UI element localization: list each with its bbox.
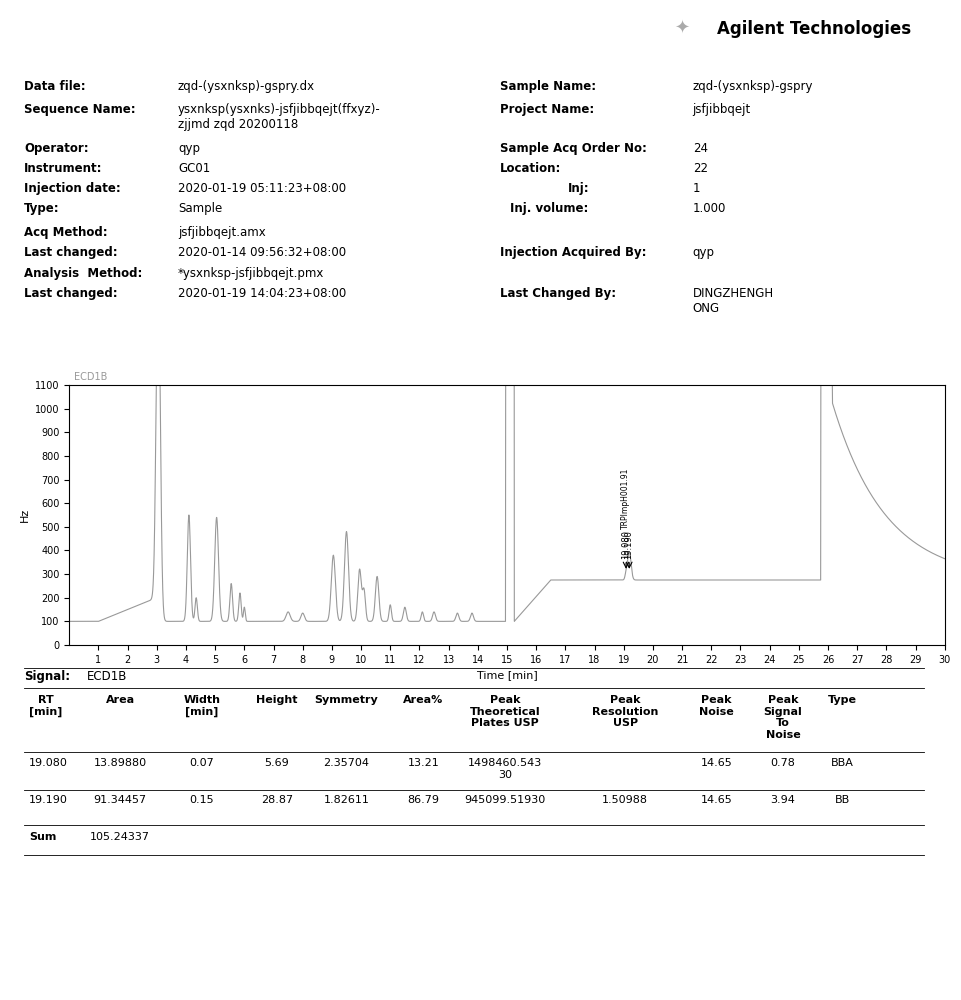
Text: GC01: GC01 [178, 162, 210, 175]
Text: 0.15: 0.15 [189, 795, 214, 805]
Text: zqd-(ysxnksp)-gspry: zqd-(ysxnksp)-gspry [692, 80, 812, 93]
Text: Agilent Technologies: Agilent Technologies [716, 20, 910, 38]
Text: BB: BB [834, 795, 850, 805]
Text: 2.35704: 2.35704 [323, 758, 369, 768]
Text: 2020-01-19 05:11:23+08:00: 2020-01-19 05:11:23+08:00 [178, 182, 346, 195]
Text: 24: 24 [692, 142, 707, 155]
Text: Injection date:: Injection date: [24, 182, 121, 195]
Text: Instrument:: Instrument: [24, 162, 103, 175]
Text: 13.89880: 13.89880 [93, 758, 147, 768]
Text: 1: 1 [692, 182, 700, 195]
Text: ECD1B: ECD1B [86, 670, 127, 683]
Text: Peak
Signal
To
Noise: Peak Signal To Noise [763, 695, 801, 740]
Text: Acq Method:: Acq Method: [24, 226, 108, 239]
Text: 1.50988: 1.50988 [602, 795, 648, 805]
Text: qyp: qyp [692, 246, 714, 259]
Y-axis label: Hz: Hz [19, 508, 30, 522]
Text: 13.21: 13.21 [407, 758, 439, 768]
Text: 1.82611: 1.82611 [323, 795, 369, 805]
Text: ECD1B: ECD1B [74, 372, 107, 382]
Text: Sample: Sample [178, 202, 222, 215]
Text: 105.24337: 105.24337 [90, 832, 150, 842]
Text: 14.65: 14.65 [700, 795, 732, 805]
Text: Sample Acq Order No:: Sample Acq Order No: [500, 142, 647, 155]
Text: 0.78: 0.78 [770, 758, 795, 768]
Text: Data file:: Data file: [24, 80, 86, 93]
Text: 86.79: 86.79 [407, 795, 439, 805]
Text: Analysis  Method:: Analysis Method: [24, 267, 142, 280]
Text: TRPImpH001.91: TRPImpH001.91 [620, 468, 629, 529]
Text: 0.07: 0.07 [189, 758, 214, 768]
Text: 945099.51930: 945099.51930 [464, 795, 545, 805]
Text: Injection Acquired By:: Injection Acquired By: [500, 246, 646, 259]
Text: Sample Name:: Sample Name: [500, 80, 596, 93]
Text: Symmetry: Symmetry [314, 695, 378, 705]
Text: DINGZHENGH
ONG: DINGZHENGH ONG [692, 287, 773, 315]
Text: Width
[min]: Width [min] [184, 695, 220, 717]
Text: 5.69: 5.69 [264, 758, 289, 768]
Text: jsfjibbqejt.amx: jsfjibbqejt.amx [178, 226, 265, 239]
Text: 19.190: 19.190 [624, 530, 632, 559]
Text: Inj:: Inj: [567, 182, 588, 195]
Text: ✦: ✦ [674, 20, 688, 38]
Text: RT
[min]: RT [min] [29, 695, 62, 717]
Text: 22: 22 [692, 162, 707, 175]
Text: Last changed:: Last changed: [24, 246, 117, 259]
Text: Type:: Type: [24, 202, 60, 215]
Text: Last Changed By:: Last Changed By: [500, 287, 616, 300]
Text: Type: Type [827, 695, 856, 705]
Text: 2020-01-19 14:04:23+08:00: 2020-01-19 14:04:23+08:00 [178, 287, 346, 300]
Text: 91.34457: 91.34457 [93, 795, 147, 805]
Text: 19.080: 19.080 [29, 758, 67, 768]
Text: 19.080: 19.080 [620, 530, 629, 559]
Text: Last changed:: Last changed: [24, 287, 117, 300]
Text: qyp: qyp [178, 142, 200, 155]
Text: Peak
Theoretical
Plates USP: Peak Theoretical Plates USP [469, 695, 540, 728]
Text: BBA: BBA [830, 758, 853, 768]
Text: 28.87: 28.87 [260, 795, 293, 805]
Text: jsfjibbqejt: jsfjibbqejt [692, 103, 751, 116]
Text: Peak
Resolution
USP: Peak Resolution USP [592, 695, 657, 728]
Text: Area%: Area% [403, 695, 443, 705]
Text: Sum: Sum [29, 832, 56, 842]
Text: zqd-(ysxnksp)-gspry.dx: zqd-(ysxnksp)-gspry.dx [178, 80, 315, 93]
Text: 19.190: 19.190 [29, 795, 67, 805]
Text: Height: Height [256, 695, 298, 705]
Text: Operator:: Operator: [24, 142, 88, 155]
Text: 3.94: 3.94 [770, 795, 795, 805]
Text: 1.000: 1.000 [692, 202, 726, 215]
Text: ysxnksp(ysxnks)-jsfjibbqejt(ffxyz)-
zjjmd zqd 20200118: ysxnksp(ysxnks)-jsfjibbqejt(ffxyz)- zjjm… [178, 103, 381, 131]
Text: Location:: Location: [500, 162, 561, 175]
X-axis label: Time [min]: Time [min] [476, 670, 537, 680]
Text: Peak
Noise: Peak Noise [699, 695, 733, 717]
Text: 1498460.543
30: 1498460.543 30 [467, 758, 542, 780]
Text: Inj. volume:: Inj. volume: [509, 202, 587, 215]
Text: Single Injection Report: Single Injection Report [14, 22, 267, 41]
Text: 14.65: 14.65 [700, 758, 732, 768]
Text: Project Name:: Project Name: [500, 103, 594, 116]
Text: Area: Area [106, 695, 135, 705]
Text: Sequence Name:: Sequence Name: [24, 103, 136, 116]
Text: 2020-01-14 09:56:32+08:00: 2020-01-14 09:56:32+08:00 [178, 246, 346, 259]
Text: *ysxnksp-jsfjibbqejt.pmx: *ysxnksp-jsfjibbqejt.pmx [178, 267, 324, 280]
Text: Signal:: Signal: [24, 670, 70, 683]
